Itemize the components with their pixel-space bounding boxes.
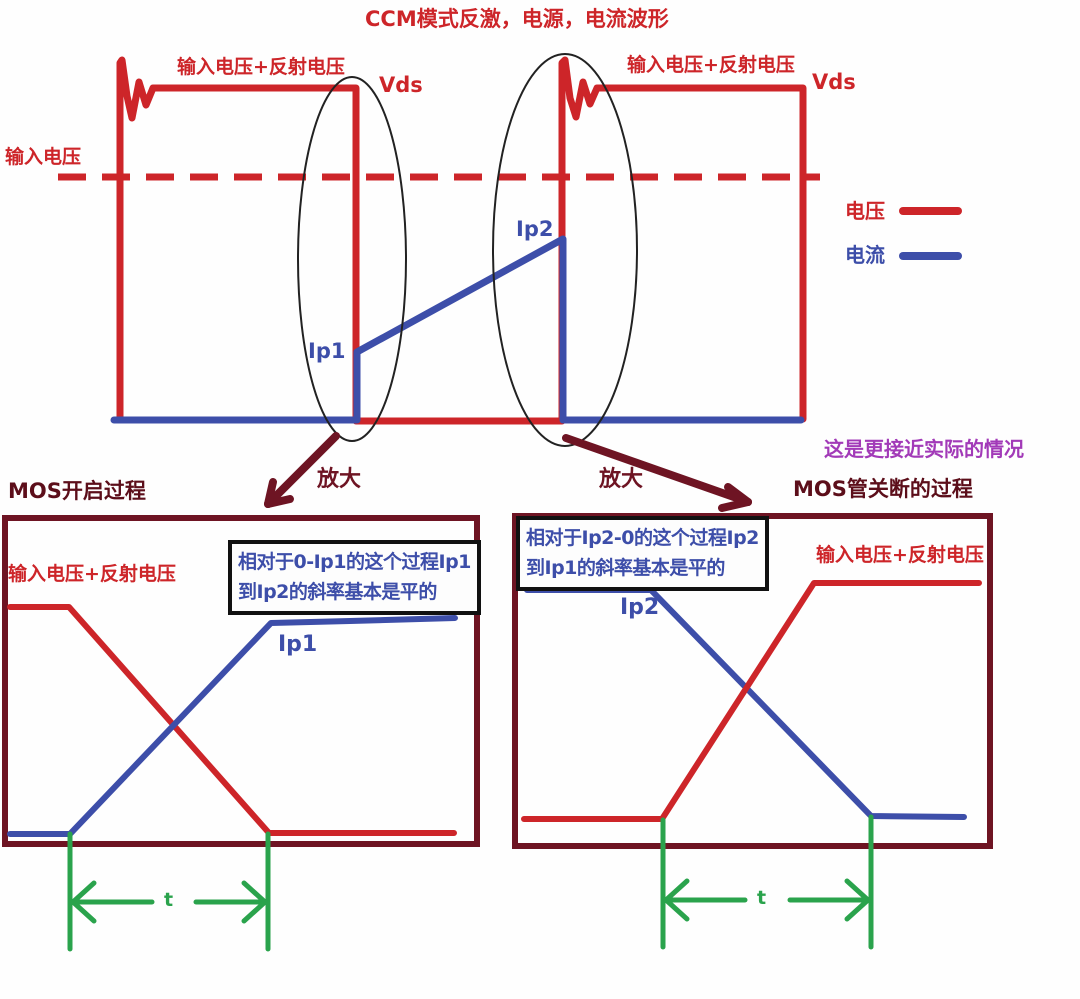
left-panel-current-waveform xyxy=(7,615,458,837)
left-callout-line2: 到Ip2的斜率基本是平的 xyxy=(238,581,437,603)
ip2-label-panel: Ip2 xyxy=(620,595,660,620)
right-panel-vin-plus-reflect-label: 输入电压+反射电压 xyxy=(816,544,984,566)
right-callout-line1: 相对于Ip2-0的这个过程Ip2 xyxy=(526,527,759,549)
vin-plus-reflect-label-left: 输入电压+反射电压 xyxy=(177,56,345,78)
zoom-arrow-left xyxy=(264,432,340,508)
zoom-label-left: 放大 xyxy=(317,467,362,492)
time-markers-right xyxy=(660,814,874,950)
legend-current-label: 电流 xyxy=(845,243,885,267)
ip1-label-panel: Ip1 xyxy=(278,632,318,657)
legend-voltage-label: 电压 xyxy=(845,199,885,223)
left-panel-voltage-waveform xyxy=(7,604,457,836)
vds-label-left: Vds xyxy=(379,73,423,97)
page-title: CCM模式反激，电源，电流波形 xyxy=(365,7,669,31)
main-voltage-waveform xyxy=(116,56,807,425)
left-panel-title: MOS开启过程 xyxy=(8,479,146,503)
ip2-label-main: Ip2 xyxy=(516,217,554,241)
ip1-label-main: Ip1 xyxy=(308,339,346,363)
main-current-waveform xyxy=(110,235,805,424)
zoom-ellipse-left xyxy=(297,76,407,442)
right-panel-callout: 相对于Ip2-0的这个过程Ip2 到Ip1的斜率基本是平的 xyxy=(516,516,769,591)
right-callout-line2: 到Ip1的斜率基本是平的 xyxy=(526,557,725,579)
time-label-left: t xyxy=(164,889,174,911)
zoom-label-right: 放大 xyxy=(599,467,644,492)
right-panel-title: MOS管关断的过程 xyxy=(793,477,973,501)
left-panel-border xyxy=(2,515,480,847)
right-panel-current-waveform xyxy=(524,587,967,820)
left-callout-line1: 相对于0-Ip1的这个过程Ip1 xyxy=(238,551,471,573)
left-panel-callout: 相对于0-Ip1的这个过程Ip1 到Ip2的斜率基本是平的 xyxy=(228,540,481,615)
zoom-ellipse-right xyxy=(492,53,638,447)
vin-plus-reflect-label-right: 输入电压+反射电压 xyxy=(627,54,795,76)
input-voltage-label: 输入电压 xyxy=(5,146,82,168)
left-panel-vin-plus-reflect-label: 输入电压+反射电压 xyxy=(8,563,176,585)
time-markers-left xyxy=(67,831,271,952)
realistic-note: 这是更接近实际的情况 xyxy=(824,437,1024,461)
right-panel-voltage-waveform xyxy=(521,580,982,822)
zoom-arrow-right xyxy=(562,434,752,512)
time-label-right: t xyxy=(757,887,767,909)
vds-label-right: Vds xyxy=(812,70,856,94)
